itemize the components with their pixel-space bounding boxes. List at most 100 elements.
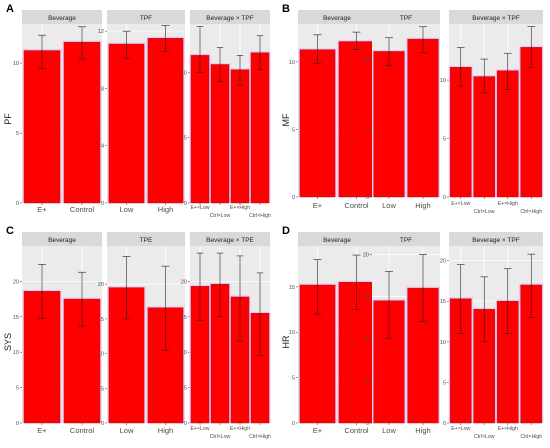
bar — [190, 55, 210, 204]
facet-strip-label: TPE — [140, 237, 153, 244]
y-tick-label: 10 — [98, 352, 104, 358]
chart-panel-B: B MF Beverage 0 5 10 E+ Control TPF 0 5 10 Low High Be… — [281, 3, 544, 215]
y-tick-label: 0 — [366, 195, 369, 201]
x-tick-label: E+×High — [498, 201, 518, 207]
y-tick-label: 5 — [443, 380, 446, 386]
y-tick-label: 5 — [366, 126, 369, 132]
y-tick-label: 12 — [98, 29, 104, 35]
x-tick-label: Ctrl×High — [520, 434, 542, 440]
panel-letter: D — [282, 225, 290, 237]
y-tick-label: 20 — [440, 259, 446, 265]
y-tick-label: 4 — [101, 144, 104, 150]
y-tick-label: 0 — [16, 421, 19, 427]
y-tick-label: 10 — [181, 350, 187, 356]
x-tick-label: High — [158, 426, 173, 435]
y-tick-label: 5 — [366, 379, 369, 385]
panel-letter: B — [282, 3, 290, 15]
facet-strip — [298, 232, 376, 246]
x-tick-label: Low — [120, 205, 134, 214]
x-tick-label: Low — [382, 201, 396, 210]
y-tick-label: 10 — [440, 78, 446, 84]
facet-strip — [372, 232, 440, 246]
facet-strip-label: Beverage — [48, 15, 76, 22]
facet-strip — [449, 10, 543, 24]
y-tick-label: 0 — [443, 421, 446, 427]
y-tick-label: 20 — [98, 282, 104, 288]
bar — [230, 69, 250, 204]
bar — [108, 43, 145, 204]
y-tick-label: 5 — [292, 376, 295, 382]
facet-strip-label: Beverage × TPF — [206, 15, 253, 22]
bar — [520, 47, 543, 198]
facet-strip — [22, 10, 102, 24]
x-tick-label: E+×Low — [190, 205, 209, 211]
y-tick-label: 5 — [16, 131, 19, 137]
x-tick-label: Low — [382, 426, 396, 435]
y-tick-label: 5 — [184, 386, 187, 392]
facet-strip-label: Beverage — [48, 237, 76, 244]
facet-strip — [190, 232, 270, 246]
y-tick-label: 10 — [289, 60, 295, 66]
y-tick-label: 0 — [184, 421, 187, 427]
panel-letter: C — [6, 225, 14, 237]
x-tick-label: E+ — [313, 426, 323, 435]
bar — [299, 49, 336, 198]
facet-strip — [107, 232, 185, 246]
facet-strip — [190, 10, 270, 24]
facet-strip — [22, 232, 102, 246]
facet-strip-label: TPF — [400, 15, 412, 22]
bar — [449, 67, 472, 198]
y-tick-label: 5 — [184, 136, 187, 142]
y-tick-label: 0 — [184, 201, 187, 207]
y-tick-label: 10 — [13, 350, 19, 356]
y-tick-label: 5 — [443, 137, 446, 143]
facet-strip-label: Beverage — [323, 237, 351, 244]
facet-strip — [107, 10, 185, 24]
chart-panel-A: A PF Beverage 0 5 10 E+ Control TPF 0 4 8 12 Low High B… — [3, 3, 271, 219]
chart-panel-D: D HR Beverage 0 5 10 15 E+ Control TPF 0 5 10 15 20 Low… — [281, 225, 544, 440]
y-tick-label: 5 — [292, 127, 295, 133]
facet-strip — [372, 10, 440, 24]
chart-panel-C: C SYS Beverage 0 5 10 15 20 E+ Control TPE 0 5 10 15 20… — [3, 225, 271, 440]
facet-strip — [298, 10, 376, 24]
facet: Beverage 0 5 10 15 20 E+ Control — [13, 232, 102, 435]
x-tick-label: Ctrl×Low — [210, 213, 231, 219]
y-tick-label: 15 — [289, 285, 295, 291]
x-tick-label: Control — [70, 426, 95, 435]
facet-strip-label: Beverage × TPF — [472, 237, 519, 244]
bar — [23, 50, 61, 204]
x-tick-label: Ctrl×Low — [474, 434, 495, 440]
facet-strip-label: TPF — [140, 15, 152, 22]
y-axis-label: SYS — [3, 333, 13, 351]
facet-strip-label: Beverage — [323, 15, 351, 22]
y-tick-label: 15 — [363, 295, 369, 301]
y-tick-label: 0 — [101, 421, 104, 427]
y-tick-label: 0 — [101, 201, 104, 207]
x-tick-label: Control — [344, 426, 369, 435]
facet: Beverage 0 5 10 E+ Control — [13, 10, 102, 214]
x-tick-label: Control — [344, 201, 369, 210]
facet-strip-label: TPF — [400, 237, 412, 244]
facet: TPF 0 5 10 Low High — [363, 10, 440, 210]
y-tick-label: 5 — [16, 386, 19, 392]
y-tick-label: 0 — [292, 195, 295, 201]
x-tick-label: High — [158, 205, 173, 214]
x-tick-label: E+×High — [230, 205, 250, 211]
y-tick-label: 5 — [101, 386, 104, 392]
bar — [373, 51, 405, 198]
x-tick-label: Control — [70, 205, 95, 214]
y-tick-label: 10 — [440, 340, 446, 346]
y-tick-label: 15 — [440, 299, 446, 305]
y-tick-label: 10 — [181, 70, 187, 76]
y-tick-label: 20 — [181, 279, 187, 285]
facet: TPF 0 4 8 12 Low High — [98, 10, 185, 214]
facet: Beverage × TPF 0 5 10 15 20 E+×Low Ctrl×LowE+×H… — [440, 232, 544, 440]
facet-strip — [449, 232, 543, 246]
y-tick-label: 15 — [181, 315, 187, 321]
y-tick-label: 0 — [443, 195, 446, 201]
y-tick-label: 10 — [13, 61, 19, 67]
bar — [338, 41, 375, 198]
facet: TPF 0 5 10 15 20 Low High — [363, 232, 440, 435]
